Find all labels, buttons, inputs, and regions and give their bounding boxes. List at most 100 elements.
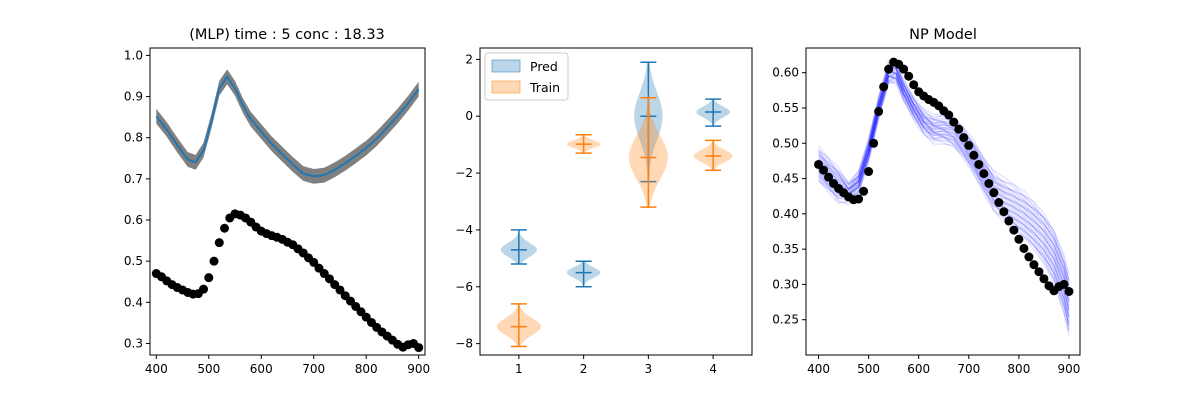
np-ytick-label: 0.60 <box>772 66 799 80</box>
violin-ytick-label: −4 <box>455 223 473 237</box>
np-observed-point <box>1024 252 1034 262</box>
np-observed-point <box>869 138 879 148</box>
mlp-xtick-label: 700 <box>302 362 325 376</box>
np-observed-point <box>1004 216 1014 226</box>
violin-xtick-label: 3 <box>645 362 653 376</box>
np-ytick-label: 0.45 <box>772 172 799 186</box>
mlp-observed-point <box>335 285 345 295</box>
np-sample-curve <box>818 70 1070 290</box>
np-observed-point <box>899 64 909 74</box>
np-sample-curve <box>818 67 1070 282</box>
np-sample-curve <box>818 75 1070 306</box>
violin-xtick-label: 4 <box>709 362 717 376</box>
np-sample-curve <box>818 77 1070 338</box>
np-sample-curve <box>818 75 1070 302</box>
np-sample-curve <box>818 72 1070 311</box>
mlp-uncertainty-band <box>156 69 419 184</box>
mlp-ytick-label: 0.5 <box>124 254 143 268</box>
np-observed-point <box>904 71 914 81</box>
mlp-observed-point <box>204 273 214 283</box>
np-plot-area <box>814 57 1074 338</box>
np-sample-curve <box>818 71 1070 318</box>
mlp-observed-point <box>214 238 224 248</box>
np-observed-point <box>1064 286 1074 296</box>
violin-axes-frame <box>479 47 753 356</box>
np-sample-curve <box>818 76 1070 314</box>
violin-legend: Pred Train <box>484 52 569 101</box>
np-sample-curve <box>818 64 1070 287</box>
np-sample-curve <box>818 64 1070 280</box>
np-observed-point <box>949 117 959 127</box>
mlp-observed-point <box>220 223 230 233</box>
np-sample-curve <box>818 73 1070 325</box>
np-observed-point <box>854 194 864 204</box>
np-ytick-label: 0.40 <box>772 207 799 221</box>
mlp-title: (MLP) time : 5 conc : 18.33 <box>189 27 385 43</box>
violin-plot-area <box>496 61 733 348</box>
violin-xtick-label: 2 <box>580 362 588 376</box>
mlp-xtick-label: 600 <box>250 362 273 376</box>
np-observed-point <box>1059 279 1069 289</box>
np-observed-point <box>954 124 964 134</box>
mlp-ytick-label: 0.4 <box>124 295 143 309</box>
np-observed-point <box>989 188 999 198</box>
legend-pred-swatch <box>491 59 521 73</box>
np-observed-point <box>1009 225 1019 235</box>
violin-ytick-label: −8 <box>455 337 473 351</box>
np-observed-point <box>909 80 919 90</box>
np-observed-point <box>944 110 954 120</box>
violin-ytick-label: 2 <box>465 52 473 66</box>
mlp-xtick-label: 900 <box>407 362 430 376</box>
np-xtick-label: 800 <box>1007 362 1030 376</box>
violin-xtick-label: 1 <box>515 362 523 376</box>
np-observed-point <box>959 133 969 143</box>
np-xtick-label: 900 <box>1058 362 1081 376</box>
np-sample-curve <box>818 69 1070 317</box>
mlp-ytick-label: 1.0 <box>124 48 143 62</box>
violin-panel: 1 2 3 4 2 0 −2 −4 −6 −8 Pred Train <box>455 47 753 376</box>
np-xtick-label: 400 <box>807 362 830 376</box>
np-sample-curve <box>818 68 1070 310</box>
np-observed-point <box>999 207 1009 217</box>
mlp-axis-ticks: 400 500 600 700 800 900 0.3 0.4 0.5 0.6 0.7 0.8 0.9 1… <box>124 48 430 376</box>
np-xtick-label: 500 <box>857 362 880 376</box>
np-observed-point <box>1014 234 1024 244</box>
legend-pred-label: Pred <box>530 59 558 74</box>
mlp-observed-point <box>324 274 334 284</box>
np-ytick-label: 0.35 <box>772 242 799 256</box>
np-sample-curve <box>818 80 1070 322</box>
np-sample-curve <box>818 61 1070 288</box>
np-axes-frame <box>805 47 1081 356</box>
np-observed-point <box>984 179 994 189</box>
np-sample-curve <box>818 69 1070 302</box>
np-sample-curve <box>818 70 1070 286</box>
mlp-xtick-label: 500 <box>197 362 220 376</box>
mlp-observed-point <box>209 256 219 266</box>
np-observed-point <box>819 165 829 175</box>
np-observed-point <box>969 150 979 160</box>
mlp-xtick-label: 800 <box>355 362 378 376</box>
np-sample-curve <box>818 74 1070 317</box>
violin-ytick-label: −2 <box>455 166 473 180</box>
np-sample-curve <box>818 64 1070 295</box>
np-sample-curve <box>818 60 1070 286</box>
np-sample-curve <box>818 79 1070 318</box>
mlp-ytick-label: 0.6 <box>124 213 143 227</box>
legend-box <box>484 52 569 101</box>
np-sample-curve <box>818 76 1070 327</box>
np-sample-curve <box>818 69 1070 310</box>
np-sample-curve <box>818 71 1070 298</box>
np-observed-point <box>964 140 974 150</box>
violin-ytick-label: 0 <box>465 109 473 123</box>
mlp-plot-area <box>151 69 424 353</box>
legend-train-label: Train <box>529 80 560 95</box>
violin-ytick-label: −6 <box>455 280 473 294</box>
np-observed-point <box>994 198 1004 208</box>
np-sample-curve <box>818 64 1070 291</box>
np-sample-curve <box>818 75 1070 332</box>
np-observed-point <box>1039 274 1049 284</box>
np-sample-curve <box>818 74 1070 325</box>
np-observed-point <box>979 169 989 179</box>
np-sample-curve <box>818 74 1070 332</box>
np-observed-point <box>874 107 884 117</box>
